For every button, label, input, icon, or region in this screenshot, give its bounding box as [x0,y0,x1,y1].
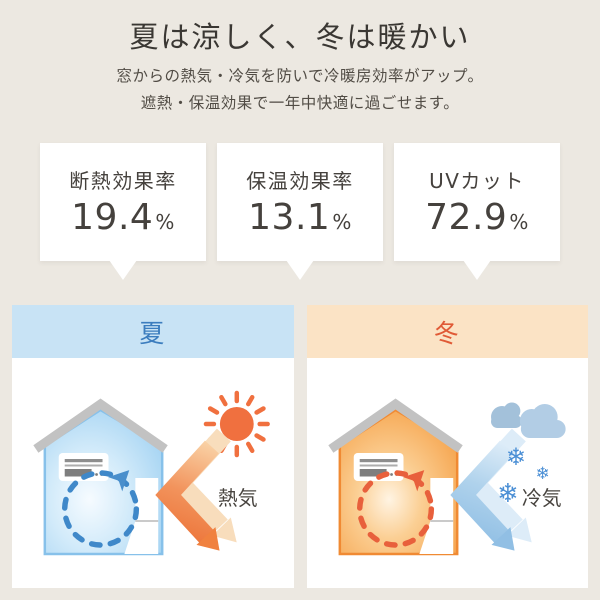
subtitle-line-2: 遮熱・保温効果で一年中快適に過ごせます。 [140,94,460,112]
airflow-circle-icon [356,470,434,548]
roof-icon [327,398,463,453]
stat-number: 19.4 [71,197,154,238]
page-title: 夏は涼しく、冬は暖かい [129,20,471,54]
house-icon [327,398,463,556]
stat-label: UVカット [429,169,525,193]
snowflake-icon: ❄ [505,443,525,471]
panel-winter-title: 冬 [306,305,588,358]
subtitle: 窓からの熱気・冷気を防いで冷暖房効率がアップ。 遮熱・保温効果で一年中快適に過ご… [0,63,600,117]
snowflake-icon: ❄ [497,479,519,509]
snowflake-icon: ❄ [535,463,549,483]
house-icon [33,398,168,556]
stat-label: 断熱効果率 [69,169,177,193]
cloud-icon [490,402,566,438]
panel-summer-title: 夏 [12,305,294,358]
snowflakes: ❄ ❄ ❄ [497,443,550,509]
panel-summer-illustration: 熱気 [12,358,294,588]
panel-winter: 冬 [306,305,588,588]
stat-card-uv-cut: UVカット 72.9% [394,143,560,261]
season-panels: 夏 [0,305,600,588]
panel-summer: 夏 [12,305,294,588]
stat-unit: % [332,210,352,234]
heat-arrow-icon [155,428,237,551]
air-conditioner-icon [353,453,403,481]
stat-number: 72.9 [425,197,508,238]
cold-arrow-icon [449,428,532,551]
stat-card-insulation: 断熱効果率 19.4% [40,143,206,261]
cold-flow-label: 冷気 [521,486,561,510]
stat-value: 19.4% [40,197,206,238]
stat-value: 13.1% [217,197,383,238]
stat-label: 保温効果率 [246,169,354,193]
airflow-arrowhead-icon [402,470,424,492]
airflow-circle-icon [61,470,140,548]
stat-value: 72.9% [394,197,560,238]
heat-flow-label: 熱気 [218,486,258,510]
panel-winter-illustration: ❄ ❄ ❄ 冷気 [306,358,588,588]
stats-row: 断熱効果率 19.4% 保温効果率 13.1% UVカット 72.9% [0,143,600,261]
subtitle-line-1: 窓からの熱気・冷気を防いで冷暖房効率がアップ。 [116,67,484,85]
summer-illustration-svg: 熱気 [33,390,270,556]
stat-unit: % [155,210,175,234]
stat-unit: % [509,210,529,234]
stat-number: 13.1 [248,197,331,238]
stat-card-heat-retention: 保温効果率 13.1% [217,143,383,261]
header: 夏は涼しく、冬は暖かい 窓からの熱気・冷気を防いで冷暖房効率がアップ。 遮熱・保… [0,0,600,117]
winter-illustration-svg: ❄ ❄ ❄ 冷気 [327,398,566,556]
roof-icon [33,398,168,453]
